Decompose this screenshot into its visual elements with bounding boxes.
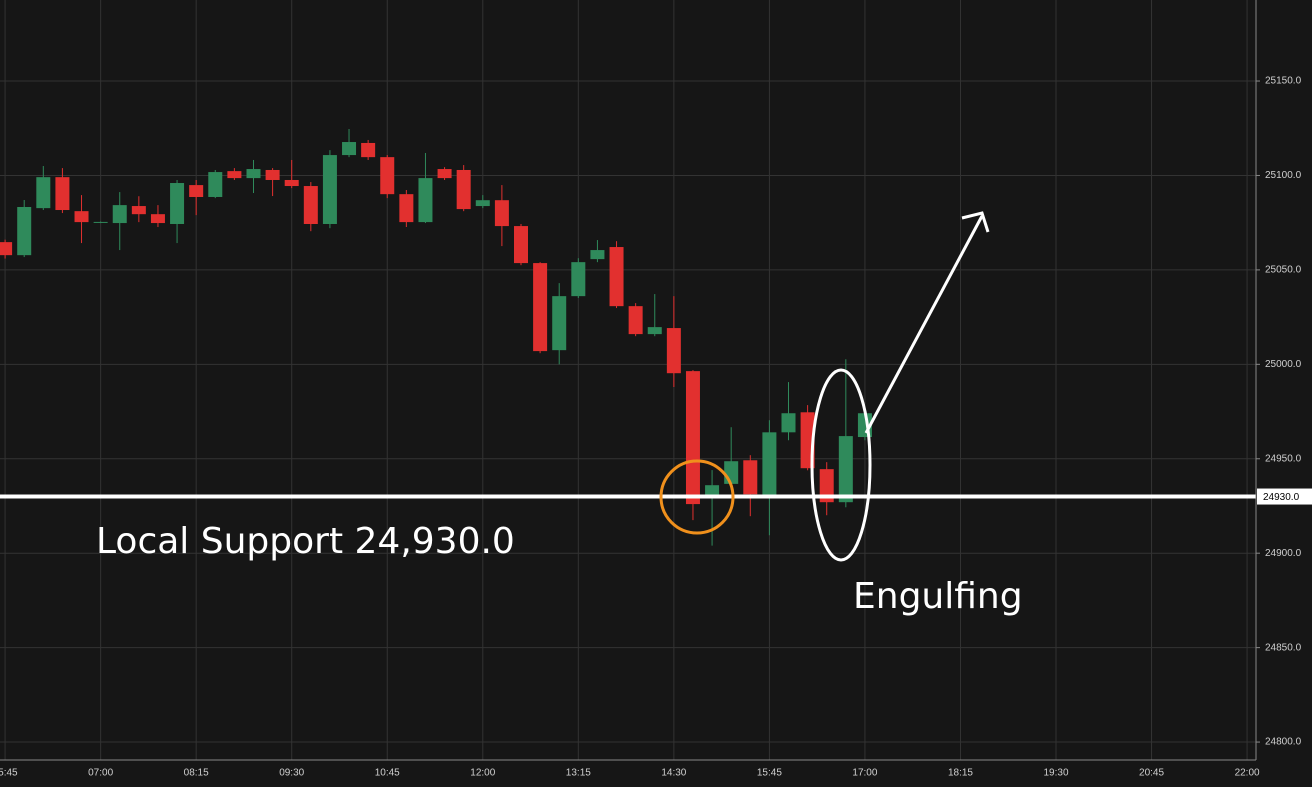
candle-body <box>131 206 146 215</box>
y-tick-label: 25100.0 <box>1265 170 1302 181</box>
candle-body <box>342 142 357 156</box>
x-axis-panel <box>0 760 1312 787</box>
candle-body <box>494 200 509 227</box>
arrow-head <box>961 211 990 233</box>
candle-body <box>265 169 280 180</box>
candle-body <box>743 460 758 495</box>
candle-body <box>170 183 185 224</box>
highlight-circle <box>659 459 735 535</box>
highlight-ellipse <box>810 368 872 562</box>
candle-body <box>437 169 452 179</box>
x-tick-label: 07:00 <box>88 768 113 779</box>
x-tick-label: 05:45 <box>0 768 18 779</box>
x-tick-label: 20:45 <box>1139 768 1164 779</box>
candle-body <box>590 250 605 260</box>
candle-body <box>705 485 720 497</box>
y-tick-label: 25150.0 <box>1265 76 1302 87</box>
candle-body <box>838 436 853 503</box>
arrow-shaft <box>864 215 984 434</box>
x-tick-label: 13:15 <box>566 768 591 779</box>
candle-body <box>475 200 490 207</box>
candle-body <box>685 371 700 505</box>
candle-body <box>150 214 165 224</box>
candle-body <box>93 221 108 223</box>
y-tick-label: 24950.0 <box>1265 453 1302 464</box>
labels: 24800.0 24850.0 24900.0 24950.0 25000.0 25050… <box>0 76 1312 779</box>
candle-body <box>456 169 471 210</box>
candle-body <box>284 179 299 187</box>
candle-body <box>552 296 567 351</box>
candle-body <box>533 263 548 352</box>
pattern-annotation: Engulfing <box>853 576 1023 617</box>
candle-body <box>724 461 739 484</box>
y-tick-label: 24800.0 <box>1265 737 1302 748</box>
candle-body <box>322 155 337 224</box>
x-tick-label: 14:30 <box>661 768 686 779</box>
candle-body <box>0 242 13 256</box>
price-label: 24930.0 <box>1263 492 1300 503</box>
support-annotation: Local Support 24,930.0 <box>96 521 515 562</box>
candle-body <box>513 226 528 264</box>
candle-body <box>819 469 834 503</box>
candle-body <box>303 186 318 224</box>
x-tick-label: 19:30 <box>1043 768 1068 779</box>
x-tick-label: 10:45 <box>375 768 400 779</box>
candle-body <box>418 178 433 223</box>
candles <box>0 128 872 546</box>
y-tick-label: 25050.0 <box>1265 265 1302 276</box>
candle-body <box>781 413 796 433</box>
x-tick-label: 08:15 <box>184 768 209 779</box>
y-tick-label: 25000.0 <box>1265 359 1302 370</box>
x-tick-label: 17:00 <box>852 768 877 779</box>
candle-body <box>74 211 89 223</box>
candle-body <box>17 206 32 256</box>
candle-body <box>571 262 586 297</box>
x-tick-label: 15:45 <box>757 768 782 779</box>
candle-body <box>55 177 70 211</box>
candle-body <box>361 142 376 158</box>
candle-body <box>36 177 51 209</box>
grid <box>0 0 1256 760</box>
candle-body <box>189 185 204 197</box>
candle-body <box>227 171 242 179</box>
y-tick-label: 24850.0 <box>1265 642 1302 653</box>
x-tick-label: 12:00 <box>470 768 495 779</box>
x-tick-label: 09:30 <box>279 768 304 779</box>
x-tick-label: 18:15 <box>948 768 973 779</box>
candle-body <box>208 172 223 197</box>
candle-body <box>380 157 395 195</box>
candle-body <box>609 247 624 307</box>
y-tick-label: 24900.0 <box>1265 548 1302 559</box>
candle-body <box>246 169 261 179</box>
price-label-box <box>1257 488 1312 505</box>
candle-body <box>647 327 662 335</box>
candle-body <box>762 432 777 496</box>
candle-body <box>666 328 681 374</box>
x-tick-label: 22:00 <box>1235 768 1260 779</box>
candle-body <box>399 194 414 223</box>
y-axis-panel <box>1256 0 1312 787</box>
candle-body <box>112 205 127 224</box>
candle-body <box>628 306 643 335</box>
